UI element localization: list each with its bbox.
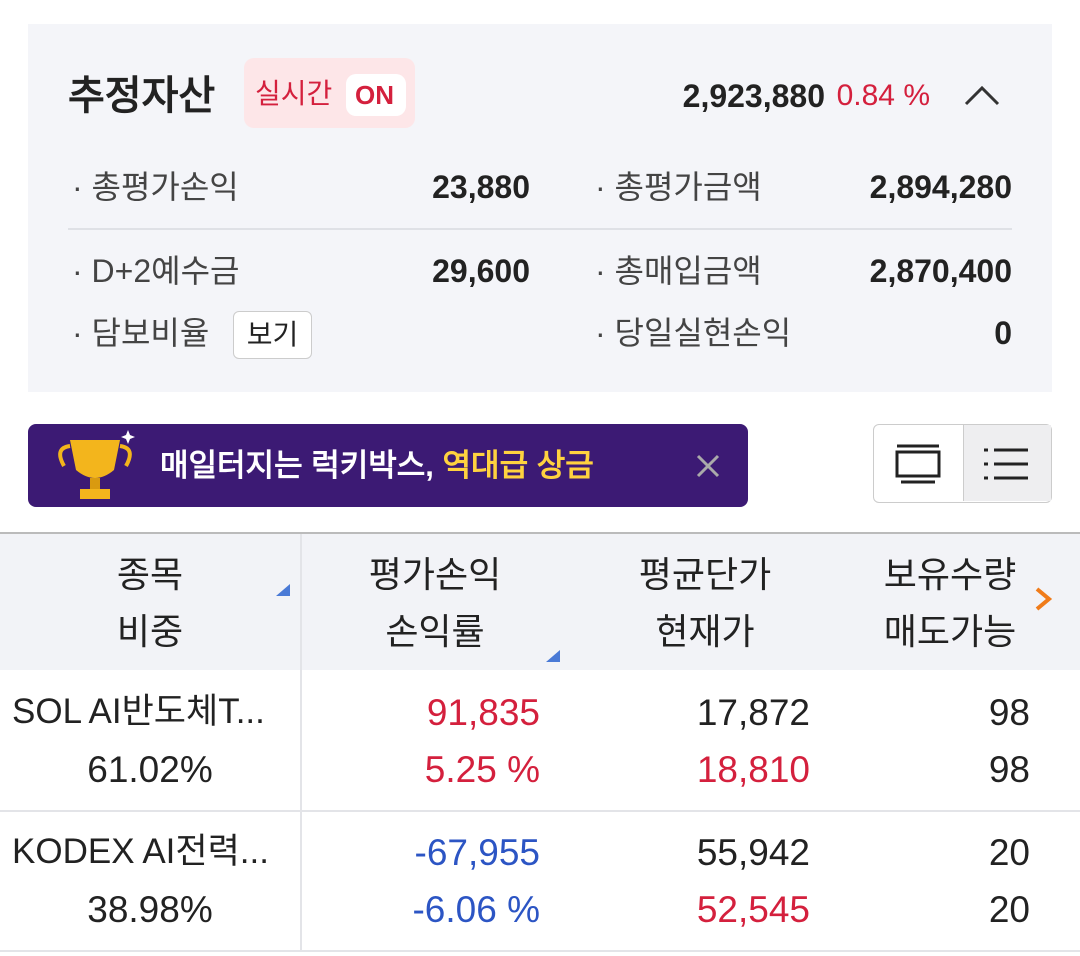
header-text[interactable]: 평균단가 (638, 554, 772, 595)
card-view-icon[interactable] (893, 444, 943, 484)
banner-highlight: 역대급 상금 (442, 448, 594, 483)
header-text[interactable]: 비중 (116, 611, 184, 652)
row-divider (0, 810, 1080, 812)
header-text[interactable]: 현재가 (655, 611, 755, 652)
avg-price: 17,872 (696, 692, 810, 733)
header-text[interactable]: 평가손익 (368, 554, 502, 595)
avg-price: 55,942 (696, 832, 810, 873)
item-value: 0 (994, 315, 1012, 351)
sellable: 20 (988, 889, 1030, 930)
trophy-icon (58, 430, 135, 499)
current-price: 52,545 (696, 889, 810, 930)
weight: 61.02% (87, 749, 213, 790)
banner-text: 매일터지는 럭키박스, 역대급 상금 (160, 450, 594, 481)
realtime-label: 실시간 (255, 78, 333, 109)
item-label: · D+2예수금 (72, 253, 240, 289)
item-label: · 총평가금액 (595, 169, 762, 205)
sellable: 98 (988, 749, 1030, 790)
header-text[interactable]: 보유수량 (883, 554, 1017, 595)
total-rate: 0.84 % (836, 79, 930, 112)
item-label: · 당일실현손익 (595, 315, 792, 351)
item-value: 29,600 (432, 253, 530, 289)
pnl-rate: 5.25 % (424, 749, 540, 790)
quantity: 98 (988, 692, 1030, 733)
banner[interactable] (28, 424, 748, 507)
row-divider (0, 950, 1080, 952)
list-view-icon (984, 448, 1028, 480)
item-value: 23,880 (432, 169, 530, 205)
pnl: 91,835 (426, 692, 540, 733)
collapse-icon[interactable] (962, 80, 1002, 110)
realtime-pill (346, 74, 406, 116)
header-text[interactable]: 종목 (116, 554, 184, 595)
summary-panel (28, 24, 1052, 392)
current-price: 18,810 (696, 749, 810, 790)
stock-name[interactable]: KODEX AI전력... (12, 832, 269, 871)
total-value: 2,923,880 (682, 78, 825, 114)
pnl: -67,955 (414, 832, 541, 873)
header-text[interactable]: 손익률 (385, 611, 485, 652)
divider (68, 228, 1012, 230)
weight: 38.98% (87, 889, 213, 930)
item-label: · 담보비율 (72, 315, 210, 351)
item-label: · 총평가손익 (72, 169, 239, 205)
column-divider (300, 534, 302, 952)
header-text[interactable]: 매도가능 (883, 611, 1017, 652)
sort-marker (546, 650, 560, 662)
banner-main: 매일터지는 럭키박스, (160, 448, 434, 483)
realtime-state: ON (355, 80, 394, 110)
quantity: 20 (988, 832, 1030, 873)
item-value: 2,894,280 (869, 169, 1012, 205)
stock-name[interactable]: SOL AI반도체T... (12, 692, 265, 731)
table-header (0, 532, 1080, 670)
view-button[interactable]: 보기 (233, 311, 312, 359)
item-label: · 총매입금액 (595, 253, 762, 289)
item-value: 2,870,400 (869, 253, 1012, 289)
pnl-rate: -6.06 % (412, 889, 540, 930)
banner-close[interactable] (694, 452, 722, 480)
summary-title: 추정자산 (68, 74, 216, 118)
sort-marker (276, 584, 290, 596)
scroll-right-arrow[interactable] (1033, 586, 1053, 612)
